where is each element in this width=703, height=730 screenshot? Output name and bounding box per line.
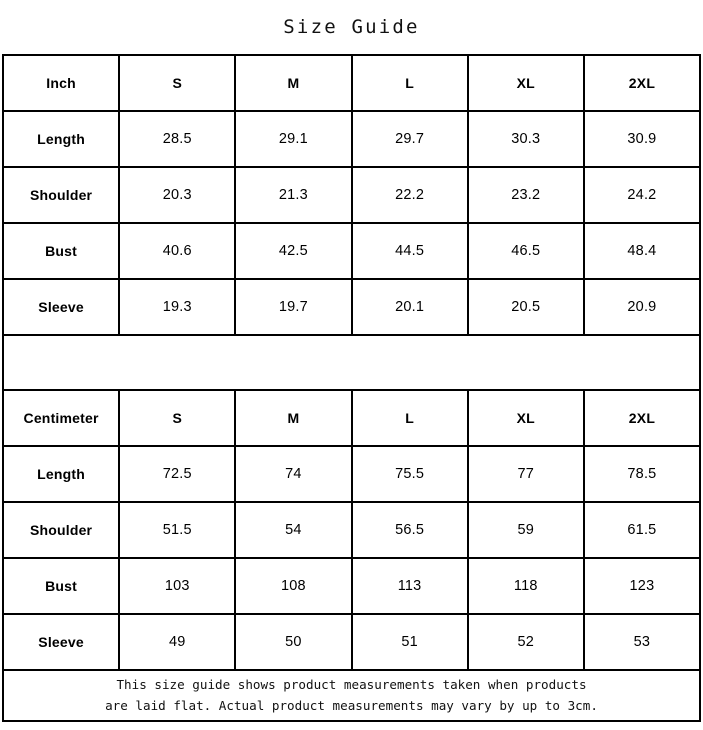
size-header-cm-xl: XL bbox=[469, 391, 585, 445]
size-header-s: S bbox=[120, 56, 237, 110]
cell-cm-bust-m: 108 bbox=[236, 559, 353, 613]
cell-cm-bust-l: 113 bbox=[353, 559, 469, 613]
footer-note-row: This size guide shows product measuremen… bbox=[4, 671, 699, 720]
size-tables-grid: Inch S M L XL 2XL Length 28.5 29.1 29.7 … bbox=[2, 54, 701, 722]
cell-inch-bust-xl: 46.5 bbox=[469, 224, 585, 278]
cell-inch-shoulder-xl: 23.2 bbox=[469, 168, 585, 222]
unit-label-centimeter: Centimeter bbox=[4, 391, 121, 445]
cell-cm-sleeve-l: 51 bbox=[353, 615, 469, 669]
table-row: Bust 40.6 42.5 44.5 46.5 48.4 bbox=[4, 224, 699, 280]
cell-cm-shoulder-l: 56.5 bbox=[353, 503, 469, 557]
row-label-cm-sleeve: Sleeve bbox=[4, 615, 121, 669]
cell-inch-shoulder-m: 21.3 bbox=[236, 168, 353, 222]
row-label-length: Length bbox=[4, 112, 121, 166]
table-row: Sleeve 19.3 19.7 20.1 20.5 20.9 bbox=[4, 280, 699, 336]
cell-cm-bust-s: 103 bbox=[120, 559, 237, 613]
table-header-row-centimeter: Centimeter S M L XL 2XL bbox=[4, 391, 699, 447]
cell-cm-shoulder-s: 51.5 bbox=[120, 503, 237, 557]
size-header-cm-s: S bbox=[120, 391, 237, 445]
row-label-cm-shoulder: Shoulder bbox=[4, 503, 121, 557]
size-header-l: L bbox=[353, 56, 469, 110]
cell-inch-shoulder-l: 22.2 bbox=[353, 168, 469, 222]
cell-cm-shoulder-m: 54 bbox=[236, 503, 353, 557]
cell-inch-bust-s: 40.6 bbox=[120, 224, 237, 278]
table-separator-band bbox=[4, 336, 699, 391]
size-header-cm-2xl: 2XL bbox=[628, 410, 656, 426]
cell-cm-length-l: 75.5 bbox=[353, 447, 469, 501]
table-row: Sleeve 49 50 51 52 53 bbox=[4, 615, 699, 671]
cell-cm-sleeve-xl: 52 bbox=[469, 615, 585, 669]
size-header-cm-m: M bbox=[236, 391, 353, 445]
cell-inch-shoulder-2xl: 24.2 bbox=[627, 187, 657, 203]
cell-inch-bust-2xl: 48.4 bbox=[627, 243, 657, 259]
row-label-cm-bust: Bust bbox=[4, 559, 121, 613]
cell-cm-shoulder-2xl: 61.5 bbox=[627, 522, 657, 538]
cell-cm-length-2xl: 78.5 bbox=[627, 466, 657, 482]
size-header-cm-l: L bbox=[353, 391, 469, 445]
cell-inch-length-l: 29.7 bbox=[353, 112, 469, 166]
cell-inch-length-2xl: 30.9 bbox=[627, 131, 657, 147]
unit-label-inch: Inch bbox=[4, 56, 121, 110]
row-label-shoulder: Shoulder bbox=[4, 168, 121, 222]
cell-cm-shoulder-xl: 59 bbox=[469, 503, 585, 557]
table-row: Shoulder 20.3 21.3 22.2 23.2 24.2 bbox=[4, 168, 699, 224]
page-title-text: Size Guide bbox=[283, 16, 420, 38]
cell-inch-length-xl: 30.3 bbox=[469, 112, 585, 166]
cell-inch-sleeve-l: 20.1 bbox=[353, 280, 469, 334]
cell-inch-sleeve-s: 19.3 bbox=[120, 280, 237, 334]
cell-cm-length-m: 74 bbox=[236, 447, 353, 501]
cell-cm-length-s: 72.5 bbox=[120, 447, 237, 501]
table-row: Length 28.5 29.1 29.7 30.3 30.9 bbox=[4, 112, 699, 168]
row-label-cm-length: Length bbox=[4, 447, 121, 501]
table-row: Bust 103 108 113 118 123 bbox=[4, 559, 699, 615]
footer-note-text: This size guide shows product measuremen… bbox=[105, 677, 598, 713]
cell-inch-length-s: 28.5 bbox=[120, 112, 237, 166]
cell-inch-sleeve-2xl: 20.9 bbox=[627, 299, 657, 315]
cell-cm-sleeve-2xl: 53 bbox=[633, 634, 651, 650]
cell-inch-shoulder-s: 20.3 bbox=[120, 168, 237, 222]
cell-cm-bust-2xl: 123 bbox=[629, 578, 655, 594]
size-header-2xl: 2XL bbox=[628, 75, 656, 91]
footer-note-cell: This size guide shows product measuremen… bbox=[4, 671, 699, 720]
size-header-m: M bbox=[236, 56, 353, 110]
table-row: Shoulder 51.5 54 56.5 59 61.5 bbox=[4, 503, 699, 559]
cell-cm-bust-xl: 118 bbox=[469, 559, 585, 613]
size-header-xl: XL bbox=[469, 56, 585, 110]
cell-inch-bust-m: 42.5 bbox=[236, 224, 353, 278]
cell-inch-sleeve-m: 19.7 bbox=[236, 280, 353, 334]
cell-inch-bust-l: 44.5 bbox=[353, 224, 469, 278]
page-title: Size Guide bbox=[2, 0, 701, 54]
table-header-row-inch: Inch S M L XL 2XL bbox=[4, 56, 699, 112]
row-label-bust: Bust bbox=[4, 224, 121, 278]
table-row: Length 72.5 74 75.5 77 78.5 bbox=[4, 447, 699, 503]
cell-cm-length-xl: 77 bbox=[469, 447, 585, 501]
cell-inch-length-m: 29.1 bbox=[236, 112, 353, 166]
cell-inch-sleeve-xl: 20.5 bbox=[469, 280, 585, 334]
cell-cm-sleeve-m: 50 bbox=[236, 615, 353, 669]
row-label-sleeve: Sleeve bbox=[4, 280, 121, 334]
separator-cell bbox=[4, 336, 699, 389]
cell-cm-sleeve-s: 49 bbox=[120, 615, 237, 669]
